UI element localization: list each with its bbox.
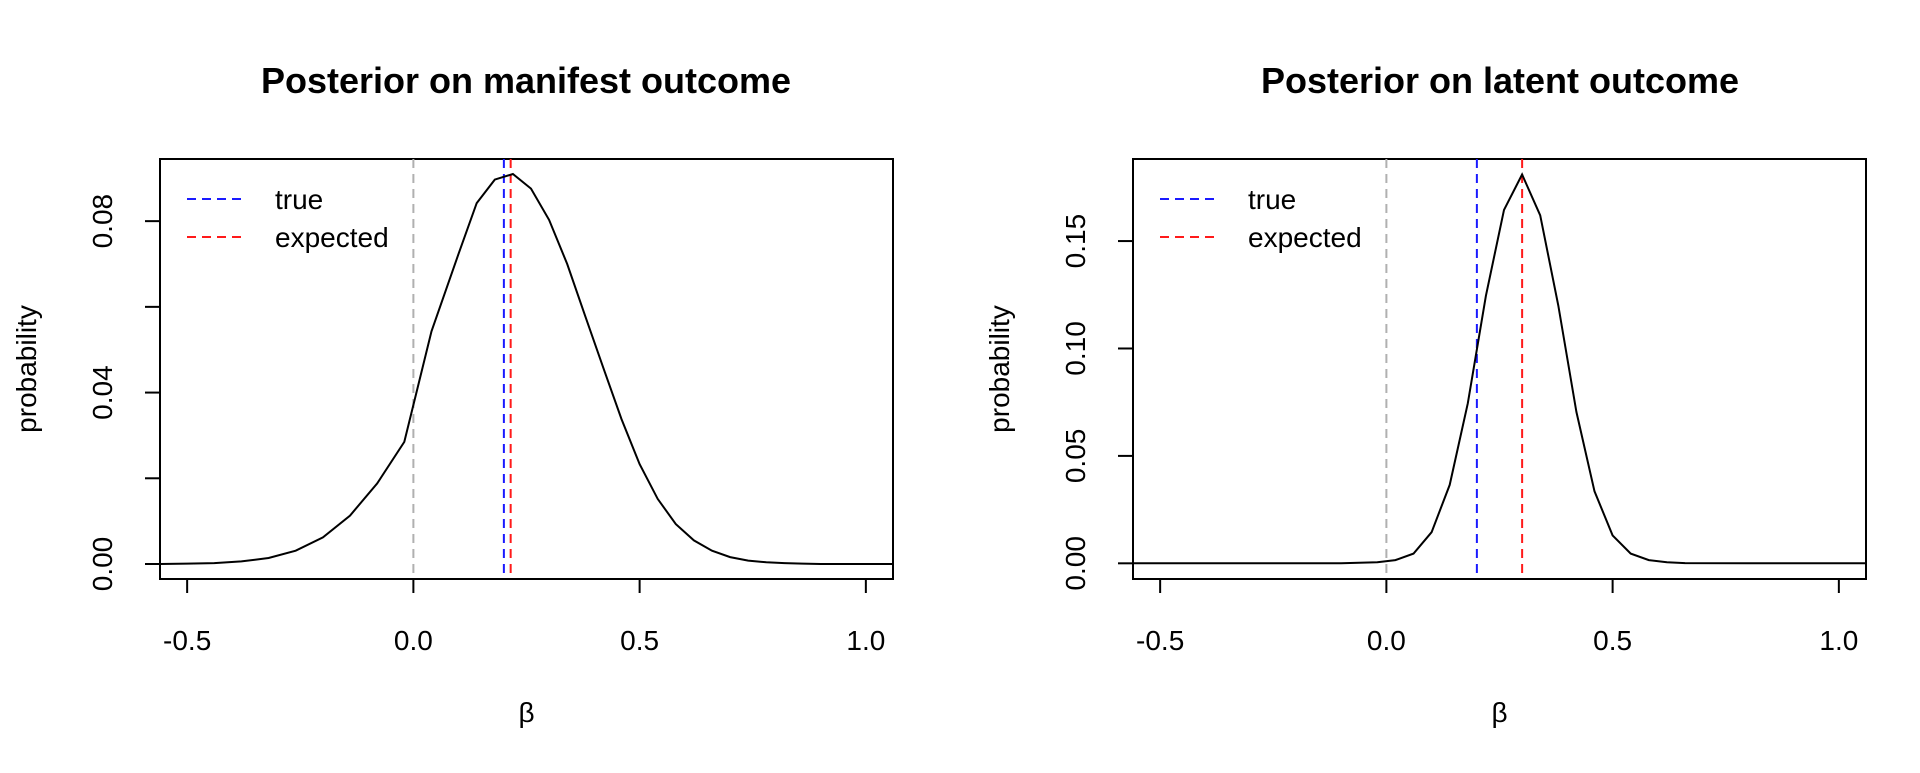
y-tick-label: 0.08: [87, 194, 118, 249]
legend-label: true: [1248, 184, 1296, 215]
y-axis-label: probability: [984, 305, 1015, 433]
x-tick-label: -0.5: [1136, 625, 1184, 656]
chart-title: Posterior on manifest outcome: [261, 60, 791, 101]
x-axis-label: β: [1491, 697, 1507, 728]
plot-frame: [159, 158, 894, 580]
x-tick-label: 1.0: [1819, 625, 1858, 656]
y-tick-label: 0.10: [1060, 321, 1091, 376]
y-tick-label: 0.05: [1060, 429, 1091, 484]
plot-frame: [1132, 158, 1867, 580]
y-tick-label: 0.15: [1060, 214, 1091, 269]
y-tick-label: 0.00: [87, 537, 118, 592]
x-tick-label: 0.0: [1367, 625, 1406, 656]
x-tick-label: 0.0: [394, 625, 433, 656]
series-line: [159, 172, 893, 565]
chart-panel-2: Posterior on latent outcome -0.5 0.0 0.5 1.0…: [984, 60, 1867, 728]
y-tick-label: 0.00: [1060, 536, 1091, 591]
chart-title: Posterior on latent outcome: [1261, 60, 1739, 101]
legend-label: expected: [1248, 222, 1362, 253]
y-tick-label: 0.04: [87, 365, 118, 420]
legend-label: true: [275, 184, 323, 215]
chart-panel-1: Posterior on manifest outcome -0.5 0.0 0.5 1…: [11, 60, 894, 728]
series-line: [1133, 172, 1866, 565]
x-tick-label: -0.5: [163, 625, 211, 656]
x-tick-label: 0.5: [1593, 625, 1632, 656]
y-axis-label: probability: [11, 305, 42, 433]
legend-label: expected: [275, 222, 389, 253]
x-axis-label: β: [518, 697, 534, 728]
x-tick-label: 0.5: [620, 625, 659, 656]
x-tick-label: 1.0: [846, 625, 885, 656]
